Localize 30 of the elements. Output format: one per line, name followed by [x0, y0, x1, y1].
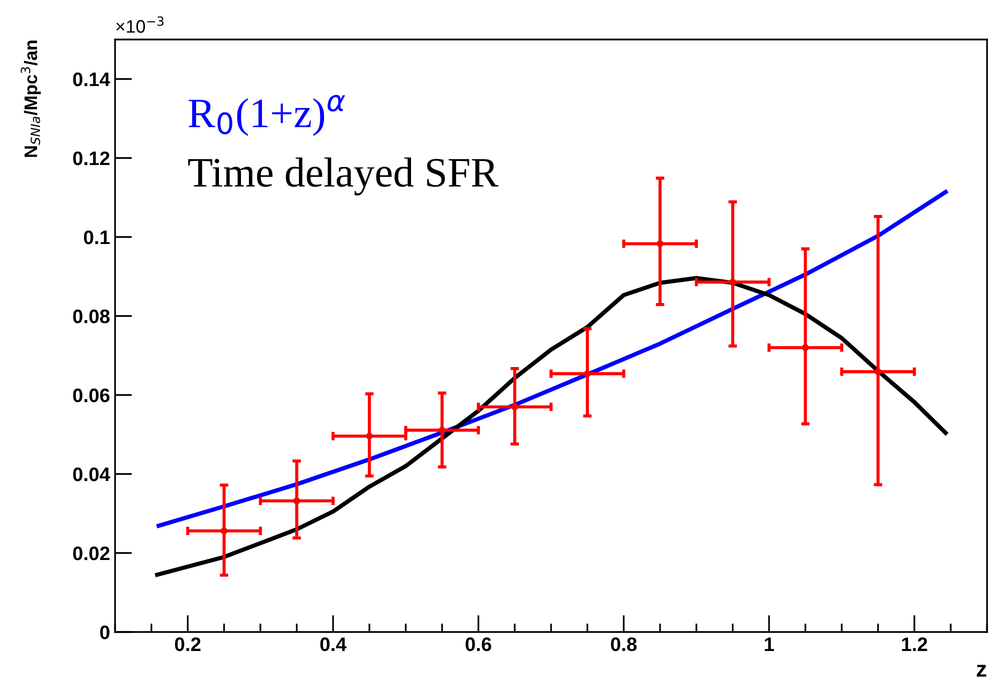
- point: [656, 240, 664, 248]
- y-tick-label: 0.06: [73, 388, 110, 402]
- line-series: [155, 276, 948, 577]
- x-tick-label: 1: [764, 638, 774, 651]
- text: R$_{0}$(1+z)$^{α}$: [188, 94, 346, 136]
- point: [220, 527, 228, 534]
- point: [366, 432, 373, 440]
- x-tick-label: 1.2: [902, 637, 928, 651]
- x-tick-label: 0.4: [320, 637, 346, 652]
- point: [511, 403, 518, 410]
- x-axis-title: z: [976, 664, 986, 677]
- point: [802, 344, 809, 352]
- y-tick-label: 0.04: [73, 467, 110, 482]
- y-tick-label: 0.02: [73, 546, 110, 560]
- y-tick-label: 0.1: [84, 230, 110, 244]
- x-tick-label: 0.6: [466, 637, 492, 652]
- y-tick-label: 0.12: [73, 151, 110, 166]
- point: [438, 426, 446, 434]
- text: ×10$^{−3}$: [116, 16, 164, 33]
- point: [729, 278, 736, 286]
- x-tick-label: 0.2: [174, 637, 200, 652]
- y-tick-label: 0.14: [73, 72, 110, 86]
- y-tick-label: 0: [100, 625, 110, 640]
- y-axis-title: N$_{SNIa}$/Mpc$^{3}$/an: [20, 40, 41, 157]
- y-tick-label: 0.08: [73, 309, 110, 324]
- point: [874, 368, 882, 376]
- legend-label: Time delayed SFR: [188, 158, 498, 196]
- x-tick-label: 0.8: [610, 637, 637, 652]
- point: [293, 497, 300, 504]
- point: [584, 370, 591, 378]
